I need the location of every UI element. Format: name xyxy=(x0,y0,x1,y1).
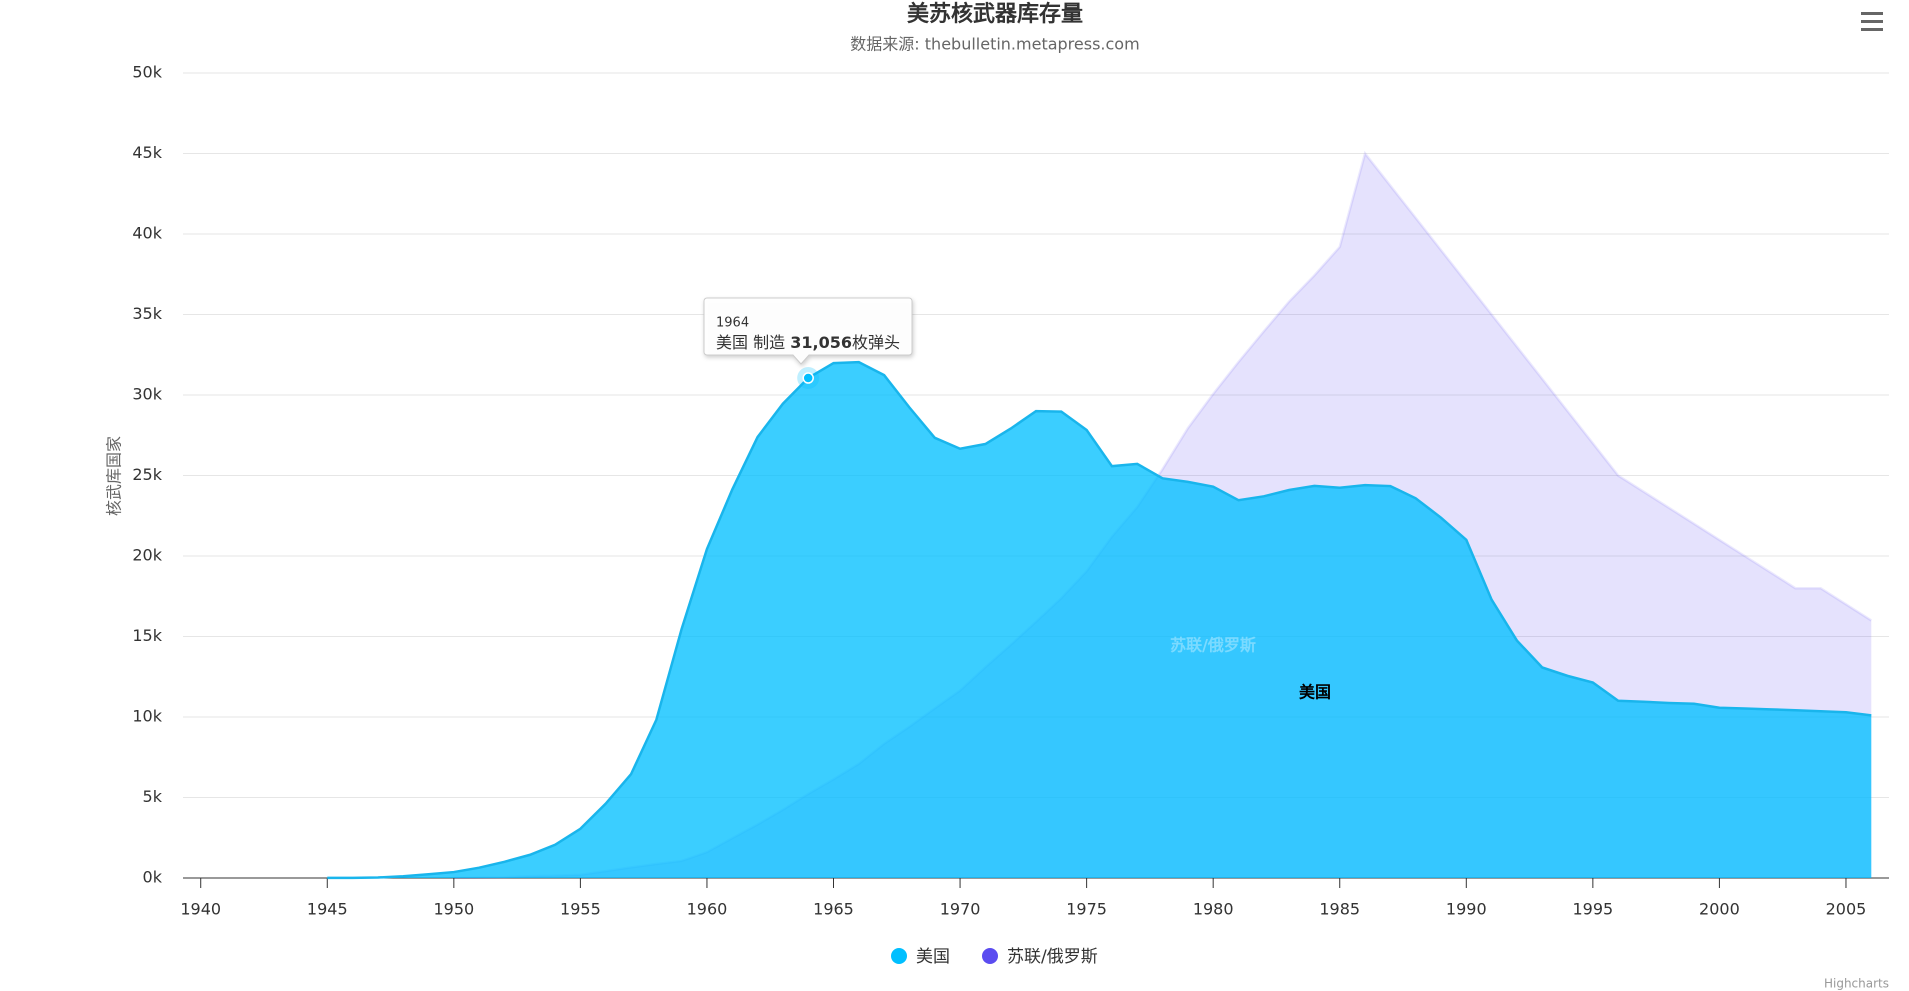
hover-point xyxy=(802,372,814,384)
legend-symbol xyxy=(982,948,998,964)
x-tick-label: 2000 xyxy=(1699,900,1740,919)
x-tick-label: 1975 xyxy=(1066,900,1107,919)
tooltip-text-part: 制造 xyxy=(753,333,785,352)
area-label: 苏联/俄罗斯 xyxy=(1170,636,1256,655)
legend-item[interactable]: 美国 xyxy=(891,947,950,967)
legend-symbol xyxy=(891,948,907,964)
y-tick-label: 50k xyxy=(132,63,162,82)
tooltip-unit: 枚弹头 xyxy=(852,333,900,352)
x-tick-label: 1995 xyxy=(1572,900,1613,919)
y-tick-label: 30k xyxy=(132,385,162,404)
chart-subtitle: 数据来源: thebulletin.metapress.com xyxy=(850,35,1139,54)
tooltip-x: 1964 xyxy=(716,316,749,331)
menu-bar xyxy=(1861,12,1883,15)
x-tick-label: 1950 xyxy=(433,900,474,919)
legend-label: 美国 xyxy=(916,947,950,967)
y-tick-label: 15k xyxy=(132,626,162,645)
y-tick-label: 45k xyxy=(132,143,162,162)
y-tick-label: 25k xyxy=(132,465,162,484)
area-line xyxy=(327,360,1872,880)
tooltip: 1964 美国 制造 31,056枚弹头 xyxy=(703,297,913,365)
y-tick-label: 20k xyxy=(132,546,162,565)
y-tick-label: 35k xyxy=(132,304,162,323)
tooltip-value: 31,056 xyxy=(790,333,852,352)
y-tick-label: 10k xyxy=(132,707,162,726)
x-tick-label: 1970 xyxy=(940,900,981,919)
x-tick-label: 1965 xyxy=(813,900,854,919)
menu-bar xyxy=(1861,28,1883,31)
menu-bar xyxy=(1861,20,1883,23)
area-fill xyxy=(327,362,1872,878)
credits[interactable]: Highcharts xyxy=(1824,977,1889,991)
y-tick-label: 0k xyxy=(143,868,163,887)
tooltip-series: 美国 xyxy=(716,333,748,352)
y-tick-label: 5k xyxy=(143,787,163,806)
y-tick-label: 40k xyxy=(132,224,162,243)
area-label: 美国 xyxy=(1299,683,1331,702)
x-tick-label: 1990 xyxy=(1446,900,1487,919)
x-tick-label: 1960 xyxy=(687,900,728,919)
legend-item[interactable]: 苏联/俄罗斯 xyxy=(982,947,1098,967)
x-tick-label: 1940 xyxy=(180,900,221,919)
chart-title: 美苏核武器库存量 xyxy=(907,1,1083,27)
x-tick-label: 1985 xyxy=(1319,900,1360,919)
tooltip-box xyxy=(703,297,913,365)
x-tick-label: 1980 xyxy=(1193,900,1234,919)
y-axis-title: 核武库国家 xyxy=(105,436,124,516)
tooltip-text: 美国 制造 31,056枚弹头 xyxy=(716,333,900,352)
x-tick-label: 1955 xyxy=(560,900,601,919)
x-tick-label: 2005 xyxy=(1826,900,1867,919)
x-tick-label: 1945 xyxy=(307,900,348,919)
legend-label: 苏联/俄罗斯 xyxy=(1007,947,1098,967)
menu-button[interactable] xyxy=(1861,12,1883,31)
